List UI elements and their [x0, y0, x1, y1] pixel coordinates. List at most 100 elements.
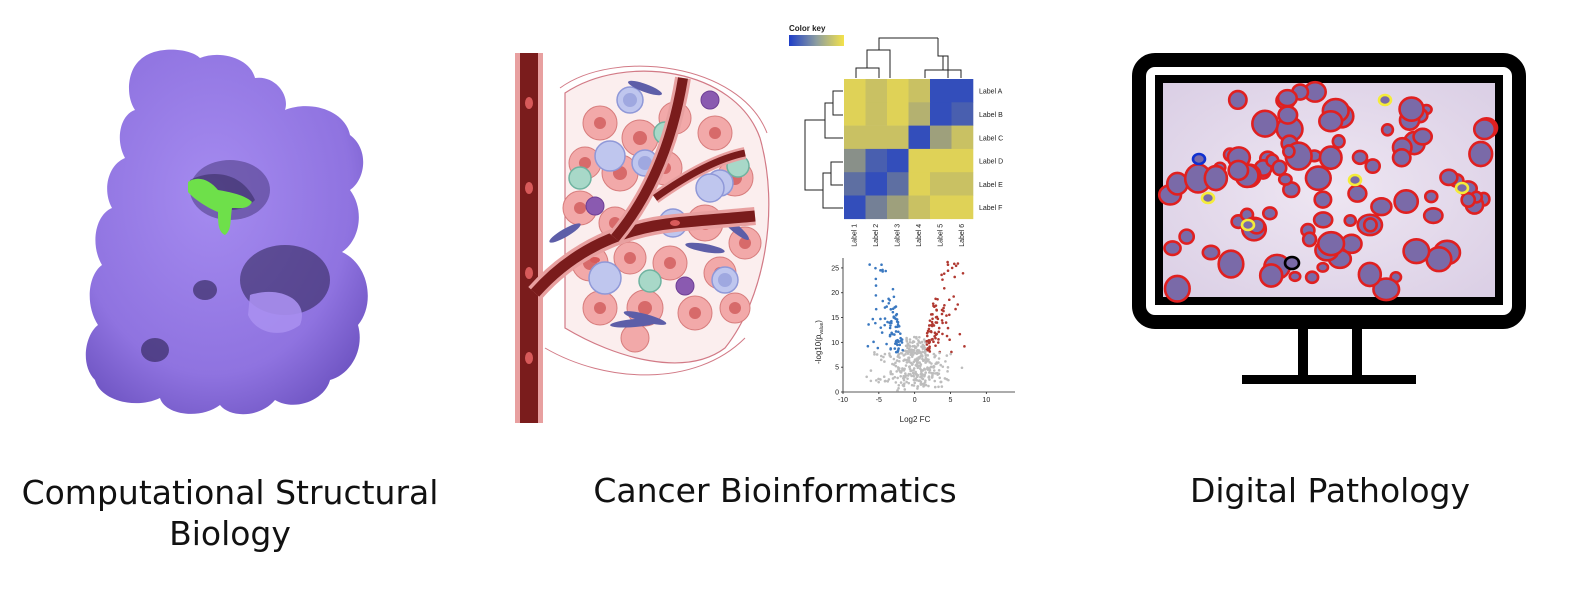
volcano-point-ns [910, 369, 913, 372]
volcano-point-ns [905, 361, 909, 364]
volcano-point-ns [924, 371, 927, 374]
volcano-point-ns [904, 364, 908, 367]
volcano-point-ns [897, 352, 901, 356]
volcano-point-down [866, 344, 870, 348]
volcano-point-up [940, 312, 944, 316]
volcano-point-ns [894, 381, 898, 384]
heatmap-row-label: Label A [979, 89, 1003, 96]
volcano-point-ns [912, 367, 916, 370]
volcano-point-ns [891, 362, 894, 366]
volcano-point-up [935, 332, 939, 336]
volcano-point-up [942, 306, 945, 310]
volcano-point-up [952, 262, 956, 266]
nucleus-contour [1258, 263, 1284, 288]
volcano-y-tick-label: 10 [831, 340, 839, 347]
volcano-point-ns [938, 351, 941, 355]
volcano-point-up [954, 264, 958, 268]
volcano-point-down [897, 330, 900, 334]
caption-digital-pathology: Digital Pathology [1189, 471, 1471, 510]
volcano-point-down [879, 326, 883, 329]
nucleus-contour-yellow [1347, 173, 1363, 187]
volcano-point-ns [911, 341, 914, 344]
nucleus-contour [1351, 149, 1369, 166]
nucleus-contour [1347, 184, 1368, 203]
volcano-point-ns [879, 378, 882, 381]
heatmap-cell [951, 195, 974, 220]
volcano-point-down [891, 310, 895, 314]
volcano-point-ns [921, 355, 924, 358]
heatmap-cell [844, 148, 866, 173]
heatmap-column-label: Label 2 [873, 224, 880, 247]
heatmap-column-label: Label 6 [959, 224, 966, 247]
volcano-point-ns [915, 360, 919, 364]
volcano-y-tick-label: 25 [831, 265, 839, 272]
heatmap-cell [844, 172, 866, 196]
volcano-point-ns [944, 360, 947, 363]
volcano-point-ns [892, 357, 896, 361]
volcano-point-ns [947, 378, 950, 382]
nucleus-contour [1277, 105, 1299, 125]
volcano-point-ns [915, 375, 919, 379]
volcano-point-up [934, 304, 938, 307]
volcano-point-ns [908, 340, 912, 344]
heatmap-cell [844, 79, 866, 103]
heatmap-row-label: Label B [979, 112, 1003, 119]
volcano-point-ns [917, 379, 920, 383]
heatmap-row-label: Label F [979, 205, 1002, 212]
volcano-point-ns [946, 370, 949, 373]
volcano-point-ns [902, 376, 906, 380]
volcano-y-label-sub: value [819, 322, 825, 334]
volcano-point-down [899, 339, 903, 343]
volcano-point-ns [911, 371, 915, 375]
heatmap-cell [951, 79, 974, 103]
volcano-point-down [874, 321, 877, 325]
volcano-point-ns [910, 355, 914, 358]
heatmap-cell [844, 125, 866, 150]
volcano-point-ns [896, 376, 899, 380]
volcano-point-up [944, 321, 948, 324]
volcano-point-up [946, 263, 950, 267]
volcano-point-ns [921, 377, 925, 381]
volcano-point-ns [907, 381, 911, 385]
volcano-point-ns [907, 347, 911, 351]
volcano-point-ns [923, 351, 927, 355]
nucleus-contour [1370, 197, 1393, 217]
heatmap-cell [930, 195, 952, 220]
ligand-shape [188, 178, 252, 235]
nucleus-contour [1412, 127, 1434, 146]
nucleus-contour [1372, 277, 1401, 302]
volcano-points [865, 260, 966, 392]
volcano-point-up [947, 298, 951, 302]
volcano-point-ns [937, 357, 941, 360]
volcano-point-ns [910, 374, 913, 378]
volcano-point-up [937, 326, 941, 330]
volcano-point-ns [899, 370, 902, 374]
volcano-point-ns [902, 378, 906, 382]
volcano-point-up [927, 327, 931, 331]
nucleus-contour [1203, 164, 1229, 192]
volcano-point-ns [938, 376, 942, 380]
heatmap-cell [930, 172, 952, 196]
nucleus-contour-black [1283, 255, 1301, 271]
nucleus-contour [1201, 244, 1221, 261]
volcano-point-ns [907, 356, 910, 360]
volcano-point-ns [903, 382, 906, 386]
volcano-point-ns [941, 365, 945, 368]
volcano-point-down [889, 347, 892, 350]
volcano-point-up [940, 319, 944, 322]
volcano-point-ns [928, 368, 932, 372]
row-dendrogram [804, 90, 843, 209]
volcano-point-ns [949, 352, 953, 356]
volcano-point-ns [888, 354, 892, 357]
volcano-point-down [881, 299, 885, 303]
nucleus-contour [1282, 144, 1296, 159]
volcano-point-ns [908, 344, 911, 347]
heatmap-cell [930, 148, 952, 173]
tissue-slide [1157, 80, 1499, 303]
caption-cancer-bioinformatics: Cancer Bioinformatics [593, 471, 957, 510]
volcano-y-tick-label: 20 [831, 290, 839, 297]
volcano-point-ns [923, 367, 926, 371]
volcano-point-down [884, 269, 888, 273]
volcano-point-down [868, 263, 871, 266]
volcano-point-ns [883, 379, 887, 383]
